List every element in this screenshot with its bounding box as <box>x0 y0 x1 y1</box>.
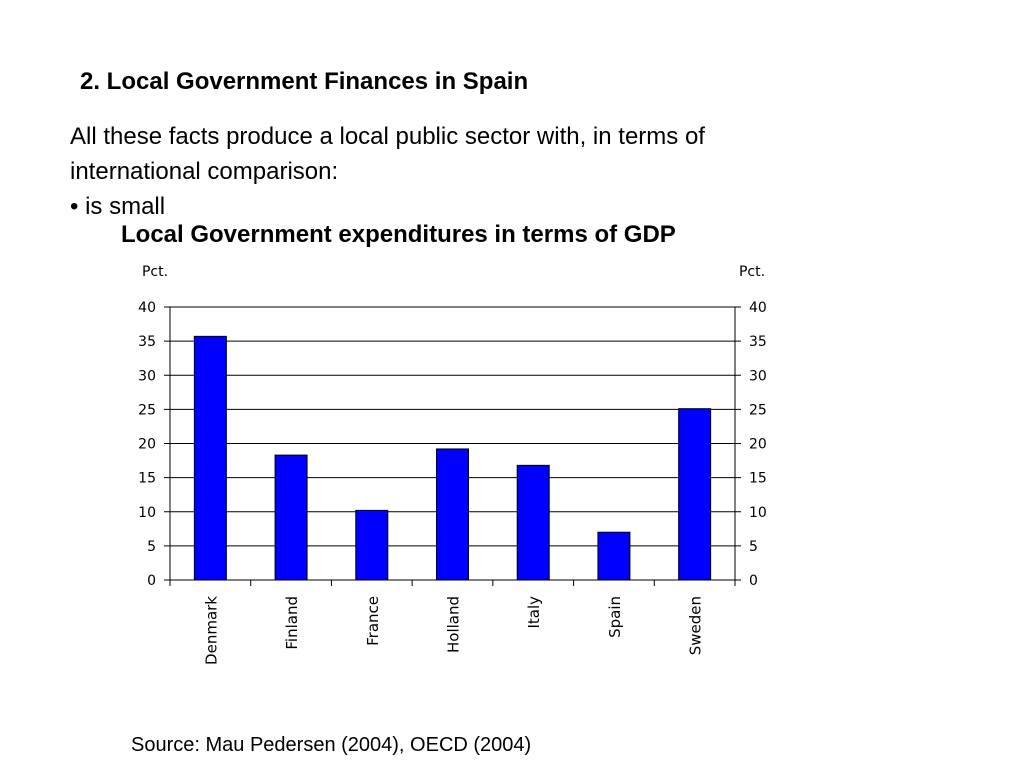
x-tick-label: Spain <box>606 596 624 638</box>
x-tick-label: Sweden <box>687 596 705 655</box>
y-tick-label-left: 5 <box>147 539 156 555</box>
body-line: international comparison: <box>70 158 339 185</box>
y-tick-label-right: 30 <box>749 368 767 384</box>
slide-heading: 2. Local Government Finances in Spain <box>80 68 529 95</box>
bar-spain <box>597 531 631 581</box>
bar-finland <box>274 454 308 581</box>
x-tick-label: France <box>364 596 382 646</box>
bullet-item: • is small <box>70 193 166 220</box>
bar-italy <box>516 464 550 581</box>
y-tick-label-left: 25 <box>138 402 156 418</box>
x-tick-label: Italy <box>525 596 543 629</box>
bar-holland <box>436 448 469 581</box>
source-note: Source: Mau Pedersen (2004), OECD (2004) <box>131 734 532 756</box>
body-line: All these facts produce a local public s… <box>70 123 705 150</box>
y-tick-label-right: 15 <box>749 471 767 487</box>
y-tick-label-left: 35 <box>138 334 156 350</box>
x-tick-label: Denmark <box>202 596 220 665</box>
chart-title: Local Government expenditures in terms o… <box>121 221 676 248</box>
body-text: All these facts produce a local public s… <box>70 119 970 224</box>
y-tick-label-left: 40 <box>138 300 156 316</box>
y-tick-label-right: 10 <box>749 505 767 521</box>
y-tick-label-right: 5 <box>749 539 758 555</box>
bar-sweden <box>678 408 712 581</box>
y-tick-label-right: 40 <box>749 300 767 316</box>
bar-france <box>355 509 389 581</box>
x-tick-label: Holland <box>445 596 463 653</box>
bars <box>193 335 712 581</box>
y-tick-label-right: 0 <box>749 573 758 589</box>
y-tick-label-left: 15 <box>138 471 156 487</box>
y-axis-label-right: Pct. <box>739 264 765 280</box>
y-tick-label-left: 0 <box>147 573 156 589</box>
y-tick-label-right: 35 <box>749 334 767 350</box>
y-tick-label-left: 30 <box>138 368 156 384</box>
x-tick-label: Finland <box>283 596 301 650</box>
y-tick-label-right: 25 <box>749 402 767 418</box>
axes <box>164 306 741 586</box>
y-tick-label-right: 20 <box>749 437 767 453</box>
tick-labels: 0 0 5 5 10 10 15 15 20 20 25 25 30 30 35 35 40 40 Denmark F… <box>138 300 767 665</box>
y-tick-label-left: 10 <box>138 505 156 521</box>
y-tick-label-left: 20 <box>138 437 156 453</box>
bar-denmark <box>193 335 227 581</box>
y-axis-label-left: Pct. <box>142 264 168 280</box>
